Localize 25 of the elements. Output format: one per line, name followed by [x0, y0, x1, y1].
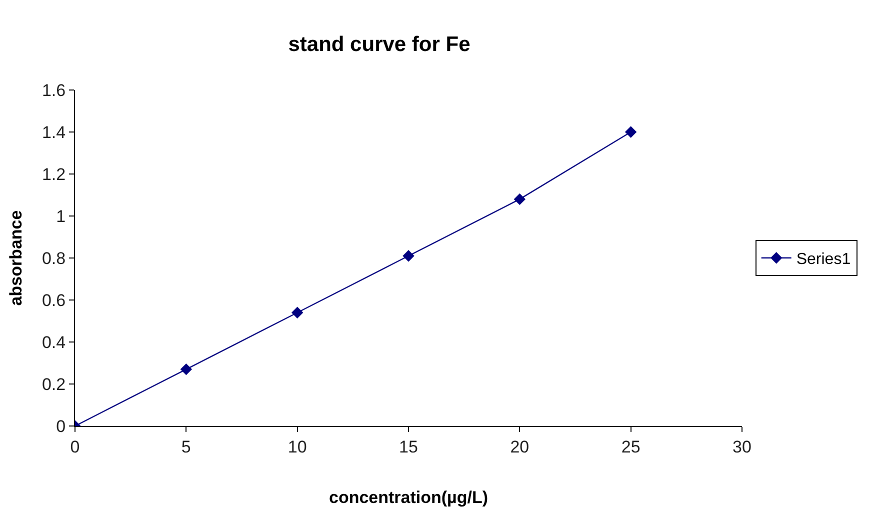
x-tick-label: 0 — [70, 437, 80, 456]
point — [514, 193, 526, 206]
x-tick-label: 30 — [732, 437, 752, 456]
x-tick-label: 10 — [288, 437, 307, 456]
chart-title: stand curve for Fe — [288, 32, 470, 56]
legend-label: Series1 — [796, 251, 851, 268]
point — [291, 306, 304, 318]
point — [402, 250, 414, 262]
y-tick-label: 0.8 — [42, 248, 66, 268]
y-tick-label: 1.2 — [42, 164, 66, 184]
y-tick-label: 0.4 — [42, 332, 66, 352]
x-tick-label: 20 — [510, 437, 530, 456]
y-tick-label: 0 — [56, 416, 66, 436]
y-axis-title: absorbance — [6, 210, 26, 306]
x-tick-label: 15 — [399, 437, 418, 456]
x-tick-label: 25 — [621, 437, 640, 456]
point — [180, 363, 192, 376]
y-tick-label: 1.4 — [42, 122, 66, 142]
point — [624, 126, 637, 138]
y-tick-label: 0.2 — [42, 374, 66, 394]
x-axis-title: concentration(µg/L) — [328, 488, 488, 507]
y-tick-label: 1 — [56, 206, 66, 226]
x-tick-label: 5 — [181, 437, 191, 456]
y-tick-label: 0.6 — [42, 290, 66, 310]
y-tick-label: 1.6 — [42, 80, 66, 100]
